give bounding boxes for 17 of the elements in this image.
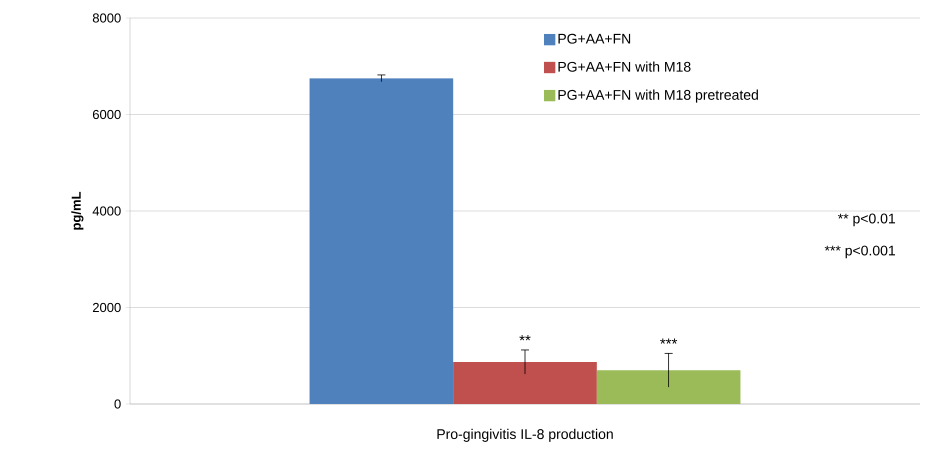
- y-tick-label: 8000: [92, 13, 121, 23]
- annotation: ***: [660, 338, 678, 344]
- y-axis-title: pg/mL: [71, 192, 84, 230]
- annotation: **: [519, 335, 531, 340]
- y-tick-label: 0: [114, 399, 121, 409]
- annotation: ** p<0.01: [838, 214, 896, 226]
- x-tick-label: Pro-gingivitis IL-8 production: [437, 428, 613, 442]
- legend-label: PG+AA+FN: [558, 34, 630, 44]
- y-tick-label: 6000: [92, 110, 121, 120]
- annotation: *** p<0.001: [824, 246, 896, 258]
- bar: [310, 78, 454, 404]
- y-tick-label: 2000: [92, 302, 121, 312]
- legend-label: PG+AA+FN with M18: [558, 61, 691, 72]
- y-tick-label: 4000: [92, 206, 121, 216]
- bar: [453, 362, 597, 404]
- bar: [596, 370, 740, 404]
- legend-label: PG+AA+FN with M18 pretreated: [558, 90, 758, 103]
